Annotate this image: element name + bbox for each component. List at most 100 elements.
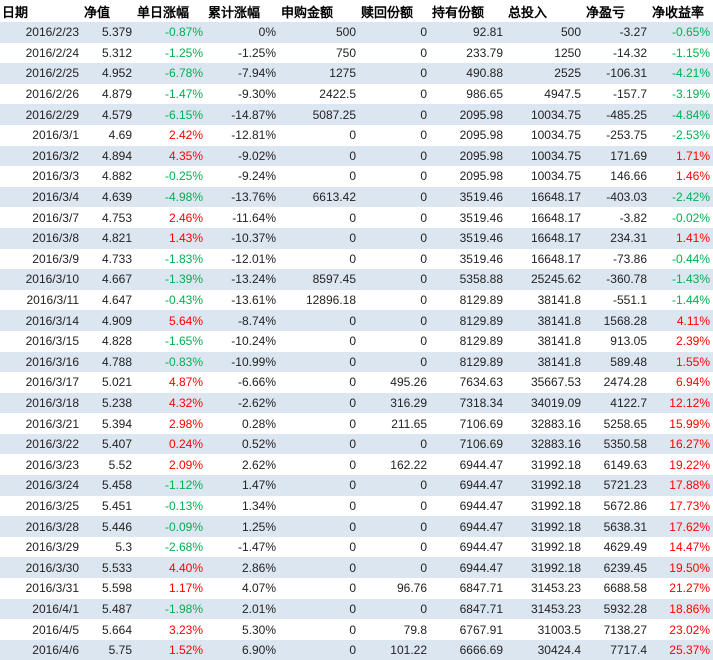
cumulative-change-cell[interactable]: 1.25%	[241, 519, 276, 534]
held-shares-cell[interactable]: 2095.98	[459, 107, 503, 122]
total-invested-cell[interactable]: 25245.62	[530, 272, 581, 287]
net-pnl-cell[interactable]: -3.82	[619, 210, 647, 225]
net-pnl-cell[interactable]: -253.75	[606, 128, 647, 143]
purchase-amount-cell[interactable]: 750	[335, 45, 356, 60]
purchase-amount-cell[interactable]: 0	[349, 416, 356, 431]
redeemed-shares-cell[interactable]: 96.76	[396, 581, 427, 596]
held-shares-cell[interactable]: 2095.98	[459, 148, 503, 163]
nav-cell[interactable]: 5.664	[101, 622, 132, 637]
net-pnl-cell[interactable]: 4122.7	[610, 395, 647, 410]
daily-change-cell[interactable]: -0.43%	[164, 293, 203, 308]
total-invested-cell[interactable]: 500	[560, 25, 581, 40]
cumulative-change-cell[interactable]: -13.61%	[231, 293, 276, 308]
held-shares-cell[interactable]: 6666.69	[459, 643, 503, 658]
net-pnl-cell[interactable]: 5672.86	[603, 498, 647, 513]
held-shares-cell[interactable]: 3519.46	[459, 210, 503, 225]
purchase-amount-cell[interactable]: 0	[349, 395, 356, 410]
header-held-shares[interactable]: 持有份额	[432, 5, 485, 21]
header-net-return[interactable]: 净收益率	[652, 5, 705, 21]
held-shares-cell[interactable]: 6847.71	[459, 581, 503, 596]
cumulative-change-cell[interactable]: -10.24%	[231, 334, 276, 349]
held-shares-cell[interactable]: 8129.89	[459, 334, 503, 349]
redeemed-shares-cell[interactable]: 0	[420, 478, 427, 493]
cumulative-change-cell[interactable]: -8.74%	[237, 313, 276, 328]
purchase-amount-cell[interactable]: 0	[349, 457, 356, 472]
redeemed-shares-cell[interactable]: 0	[420, 169, 427, 184]
net-return-cell[interactable]: -0.44%	[671, 251, 710, 266]
net-return-cell[interactable]: -3.19%	[671, 87, 710, 102]
purchase-amount-cell[interactable]: 0	[349, 498, 356, 513]
total-invested-cell[interactable]: 30424.4	[537, 643, 581, 658]
net-return-cell[interactable]: 17.62%	[669, 519, 710, 534]
daily-change-cell[interactable]: -1.47%	[164, 87, 203, 102]
daily-change-cell[interactable]: -0.25%	[164, 169, 203, 184]
redeemed-shares-cell[interactable]: 79.8	[403, 622, 427, 637]
daily-change-cell[interactable]: 1.52%	[168, 643, 203, 658]
cumulative-change-cell[interactable]: -11.64%	[232, 210, 276, 225]
daily-change-cell[interactable]: 0.24%	[168, 437, 203, 452]
nav-cell[interactable]: 5.533	[101, 560, 132, 575]
date-cell[interactable]: 2016/3/17	[25, 375, 79, 390]
nav-cell[interactable]: 5.52	[108, 457, 132, 472]
net-return-cell[interactable]: 25.37%	[669, 643, 710, 658]
purchase-amount-cell[interactable]: 6613.42	[312, 190, 356, 205]
nav-cell[interactable]: 4.879	[101, 87, 132, 102]
purchase-amount-cell[interactable]: 500	[335, 25, 356, 40]
daily-change-cell[interactable]: -1.65%	[164, 334, 203, 349]
net-pnl-cell[interactable]: 2474.28	[603, 375, 647, 390]
redeemed-shares-cell[interactable]: 0	[420, 107, 427, 122]
net-return-cell[interactable]: 15.99%	[669, 416, 710, 431]
cumulative-change-cell[interactable]: 0.28%	[241, 416, 276, 431]
daily-change-cell[interactable]: -0.87%	[164, 25, 203, 40]
held-shares-cell[interactable]: 233.79	[466, 45, 503, 60]
net-pnl-cell[interactable]: 7717.4	[610, 643, 647, 658]
date-cell[interactable]: 2016/3/11	[26, 293, 80, 308]
date-cell[interactable]: 2016/3/1	[32, 128, 79, 143]
redeemed-shares-cell[interactable]: 316.29	[390, 395, 427, 410]
date-cell[interactable]: 2016/2/29	[25, 107, 79, 122]
cumulative-change-cell[interactable]: 6.90%	[241, 643, 276, 658]
daily-change-cell[interactable]: 5.64%	[168, 313, 203, 328]
header-nav[interactable]: 净值	[84, 5, 111, 21]
held-shares-cell[interactable]: 6944.47	[459, 560, 503, 575]
held-shares-cell[interactable]: 6944.47	[459, 519, 503, 534]
daily-change-cell[interactable]: 2.42%	[168, 128, 203, 143]
purchase-amount-cell[interactable]: 0	[349, 540, 356, 555]
held-shares-cell[interactable]: 6944.47	[459, 457, 503, 472]
net-return-cell[interactable]: -0.65%	[671, 25, 710, 40]
net-pnl-cell[interactable]: -403.03	[606, 190, 647, 205]
daily-change-cell[interactable]: 1.17%	[168, 581, 203, 596]
cumulative-change-cell[interactable]: -6.66%	[237, 375, 276, 390]
redeemed-shares-cell[interactable]: 0	[420, 45, 427, 60]
daily-change-cell[interactable]: -1.25%	[164, 45, 203, 60]
purchase-amount-cell[interactable]: 12896.18	[305, 293, 356, 308]
redeemed-shares-cell[interactable]: 0	[420, 272, 427, 287]
net-return-cell[interactable]: 19.50%	[669, 560, 710, 575]
date-cell[interactable]: 2016/4/6	[32, 643, 79, 658]
date-cell[interactable]: 2016/3/16	[25, 354, 79, 369]
held-shares-cell[interactable]: 7106.69	[459, 437, 503, 452]
date-cell[interactable]: 2016/3/3	[32, 169, 79, 184]
nav-cell[interactable]: 4.753	[101, 210, 132, 225]
total-invested-cell[interactable]: 32883.16	[530, 416, 581, 431]
daily-change-cell[interactable]: 4.40%	[168, 560, 203, 575]
daily-change-cell[interactable]: -1.12%	[164, 478, 203, 493]
held-shares-cell[interactable]: 8129.89	[459, 354, 503, 369]
held-shares-cell[interactable]: 6944.47	[459, 498, 503, 513]
date-cell[interactable]: 2016/2/26	[25, 87, 79, 102]
net-pnl-cell[interactable]: 146.66	[610, 169, 647, 184]
nav-cell[interactable]: 5.379	[101, 25, 132, 40]
date-cell[interactable]: 2016/3/7	[32, 210, 79, 225]
purchase-amount-cell[interactable]: 0	[349, 128, 356, 143]
held-shares-cell[interactable]: 7634.63	[459, 375, 503, 390]
redeemed-shares-cell[interactable]: 0	[420, 334, 427, 349]
daily-change-cell[interactable]: 3.23%	[168, 622, 203, 637]
redeemed-shares-cell[interactable]: 0	[420, 540, 427, 555]
total-invested-cell[interactable]: 31992.18	[530, 540, 581, 555]
cumulative-change-cell[interactable]: 4.07%	[241, 581, 276, 596]
cumulative-change-cell[interactable]: -10.37%	[231, 231, 276, 246]
date-cell[interactable]: 2016/3/28	[25, 519, 79, 534]
date-cell[interactable]: 2016/3/14	[25, 313, 79, 328]
header-net-pnl[interactable]: 净盈亏	[586, 5, 626, 21]
date-cell[interactable]: 2016/3/18	[25, 395, 79, 410]
